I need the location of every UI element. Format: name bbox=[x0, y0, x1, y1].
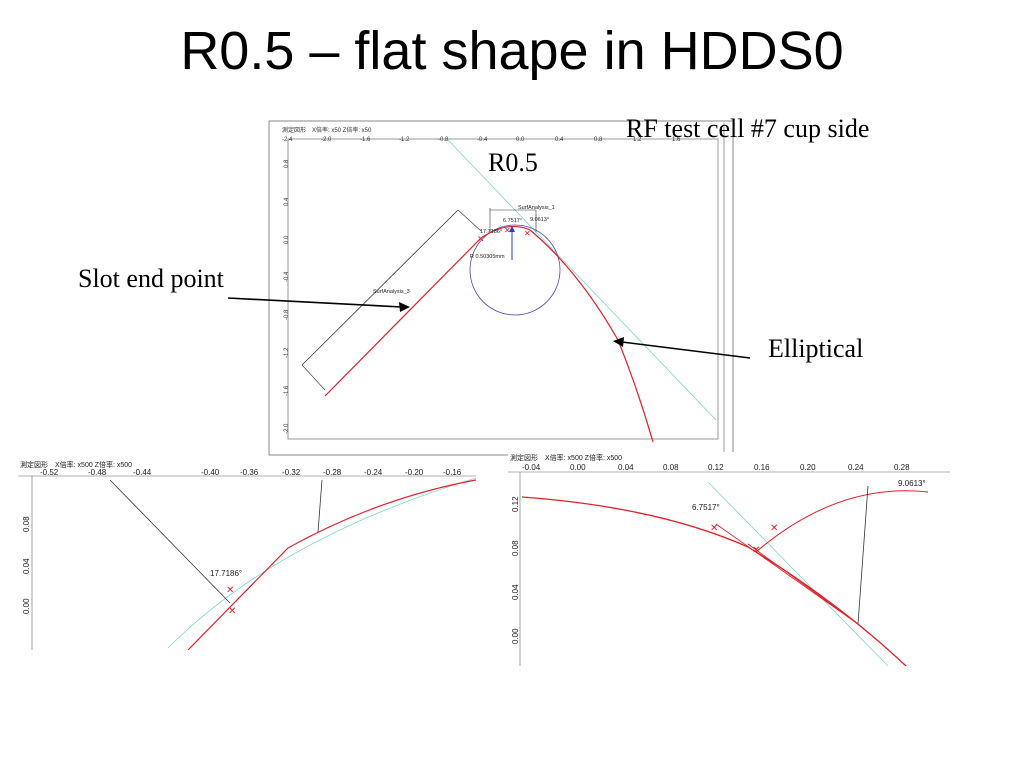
cross-marker: ✕ bbox=[228, 606, 236, 617]
y-tick: 0.00 bbox=[22, 598, 31, 614]
measure-line bbox=[301, 209, 459, 366]
x-tick: 0.12 bbox=[708, 463, 724, 472]
right-zoom-svg: 測定図形 X倍率: x500 Z倍率: x500 -0.04 0.00 0.04… bbox=[508, 453, 950, 667]
angle-arc bbox=[755, 490, 929, 553]
angle-leg bbox=[715, 523, 859, 625]
left-zoom-angle: 17.7186° bbox=[210, 569, 242, 578]
right-zoom-angle2: 9.0613° bbox=[898, 479, 926, 488]
y-tick: 0.8 bbox=[284, 159, 290, 168]
right-zoom-yticks: 0.12 0.08 0.04 0.00 bbox=[511, 496, 520, 644]
y-tick: 0.12 bbox=[511, 496, 520, 512]
slide-title: R0.5 – flat shape in HDDS0 bbox=[180, 21, 844, 81]
x-tick: 0.8 bbox=[594, 137, 603, 143]
cross-marker: ✕ bbox=[524, 229, 531, 238]
elliptical-label: Elliptical bbox=[768, 334, 864, 363]
x-tick: 0.4 bbox=[555, 137, 564, 143]
guide-line bbox=[447, 139, 717, 421]
x-tick: 0.16 bbox=[754, 463, 770, 472]
slot-end-label: Slot end point bbox=[78, 264, 224, 293]
annotation-angle1: 6.7517° bbox=[503, 218, 522, 224]
main-plot-header: 測定図形 X倍率: x50 Z倍率: x50 bbox=[282, 126, 372, 134]
x-tick: 1.2 bbox=[633, 137, 642, 143]
main-plot-xticks: -2.4 -2.0 -1.6 -1.2 -0.8 -0.4 0.0 0.4 0.… bbox=[282, 137, 681, 143]
x-tick: -0.48 bbox=[88, 468, 107, 477]
left-zoom-plot: 測定図形 X倍率: x500 Z倍率: x500 -0.52 -0.48 -0.… bbox=[18, 458, 477, 651]
main-plot-yticks: 0.8 0.4 0.0 -0.4 -0.8 -1.2 -1.6 -2.0 bbox=[284, 159, 290, 434]
y-tick: -1.6 bbox=[284, 385, 290, 396]
left-zoom-yticks: 0.08 0.04 0.00 bbox=[22, 516, 31, 614]
x-tick: -0.24 bbox=[364, 468, 383, 477]
x-tick: 0.28 bbox=[894, 463, 910, 472]
cross-marker: ✕ bbox=[752, 545, 760, 556]
y-tick: 0.08 bbox=[511, 540, 520, 556]
x-tick: 0.04 bbox=[618, 463, 634, 472]
cross-marker: ✕ bbox=[770, 523, 778, 534]
x-tick: -0.40 bbox=[201, 468, 220, 477]
x-tick: 0.00 bbox=[570, 463, 586, 472]
cross-marker: ✕ bbox=[710, 523, 718, 534]
main-profile-plot: 測定図形 X倍率: x50 Z倍率: x50 -2.4 -2.0 -1.6 -1… bbox=[268, 120, 734, 456]
x-tick: -0.36 bbox=[240, 468, 259, 477]
right-zoom-angle1: 6.7517° bbox=[692, 503, 720, 512]
y-tick: -1.2 bbox=[284, 347, 290, 358]
annotation-surf1: SurfAnalysis_1 bbox=[518, 205, 555, 211]
measured-profile bbox=[187, 479, 477, 651]
x-tick: 0.0 bbox=[516, 137, 525, 143]
y-tick: 0.00 bbox=[511, 628, 520, 644]
y-tick: -0.8 bbox=[284, 309, 290, 320]
x-tick: -2.4 bbox=[282, 137, 293, 143]
annotation-angle2: 9.0613° bbox=[530, 217, 549, 223]
right-zoom-xticks: -0.04 0.00 0.04 0.08 0.12 0.16 0.20 0.24… bbox=[522, 463, 910, 472]
left-zoom-svg: 測定図形 X倍率: x500 Z倍率: x500 -0.52 -0.48 -0.… bbox=[18, 460, 477, 651]
x-tick: 0.20 bbox=[800, 463, 816, 472]
y-tick: 0.04 bbox=[511, 584, 520, 600]
x-tick: 1.6 bbox=[672, 137, 681, 143]
x-tick: -0.16 bbox=[443, 468, 462, 477]
x-tick: -0.52 bbox=[40, 468, 59, 477]
x-tick: 0.24 bbox=[848, 463, 864, 472]
y-tick: -0.4 bbox=[284, 271, 290, 282]
x-tick: -1.2 bbox=[399, 137, 410, 143]
cross-marker: ✕ bbox=[226, 585, 234, 596]
left-zoom-xticks: -0.52 -0.48 -0.44 -0.40 -0.36 -0.32 -0.2… bbox=[40, 468, 462, 477]
x-tick: -0.20 bbox=[405, 468, 424, 477]
measured-profile bbox=[521, 496, 907, 667]
measure-line bbox=[317, 479, 323, 533]
angle-leg bbox=[747, 543, 859, 625]
y-tick: 0.4 bbox=[284, 197, 290, 206]
measure-tick bbox=[457, 209, 482, 232]
y-tick: 0.04 bbox=[22, 558, 31, 574]
x-tick: -1.6 bbox=[360, 137, 371, 143]
right-zoom-plot: 測定図形 X倍率: x500 Z倍率: x500 -0.04 0.00 0.04… bbox=[508, 452, 950, 667]
x-tick: -0.04 bbox=[522, 463, 541, 472]
annotation-radius: R 0.50305mm bbox=[470, 254, 505, 260]
measure-tick bbox=[301, 364, 326, 391]
fitted-circle bbox=[469, 224, 561, 316]
x-tick: -0.44 bbox=[133, 468, 152, 477]
radius-arrow-head bbox=[509, 226, 515, 232]
x-tick: -0.8 bbox=[438, 137, 449, 143]
y-tick: 0.08 bbox=[22, 516, 31, 532]
cross-marker: ✕ bbox=[504, 226, 511, 235]
measured-profile bbox=[324, 225, 654, 443]
r05-label: R0.5 bbox=[488, 148, 538, 177]
guide-line bbox=[707, 481, 889, 667]
y-tick: 0.0 bbox=[284, 235, 290, 244]
annotation-angle3: 17.7186° bbox=[480, 229, 502, 235]
x-tick: -2.0 bbox=[321, 137, 332, 143]
left-zoom-header: 測定図形 X倍率: x500 Z倍率: x500 bbox=[20, 460, 132, 469]
measure-line bbox=[109, 479, 231, 604]
rf-cell-label: RF test cell #7 cup side bbox=[626, 114, 870, 143]
annotation-surf3: SurfAnalysis_3 bbox=[373, 289, 410, 295]
x-tick: -0.4 bbox=[477, 137, 488, 143]
guide-curve bbox=[167, 477, 477, 649]
y-tick: -2.0 bbox=[284, 423, 290, 434]
x-tick: 0.08 bbox=[663, 463, 679, 472]
measure-line bbox=[857, 485, 869, 625]
x-tick: -0.32 bbox=[282, 468, 301, 477]
x-tick: -0.28 bbox=[323, 468, 342, 477]
main-plot-svg: 測定図形 X倍率: x50 Z倍率: x50 -2.4 -2.0 -1.6 -1… bbox=[268, 120, 734, 456]
right-zoom-header: 測定図形 X倍率: x500 Z倍率: x500 bbox=[510, 453, 622, 462]
cross-marker: ✕ bbox=[477, 234, 485, 244]
